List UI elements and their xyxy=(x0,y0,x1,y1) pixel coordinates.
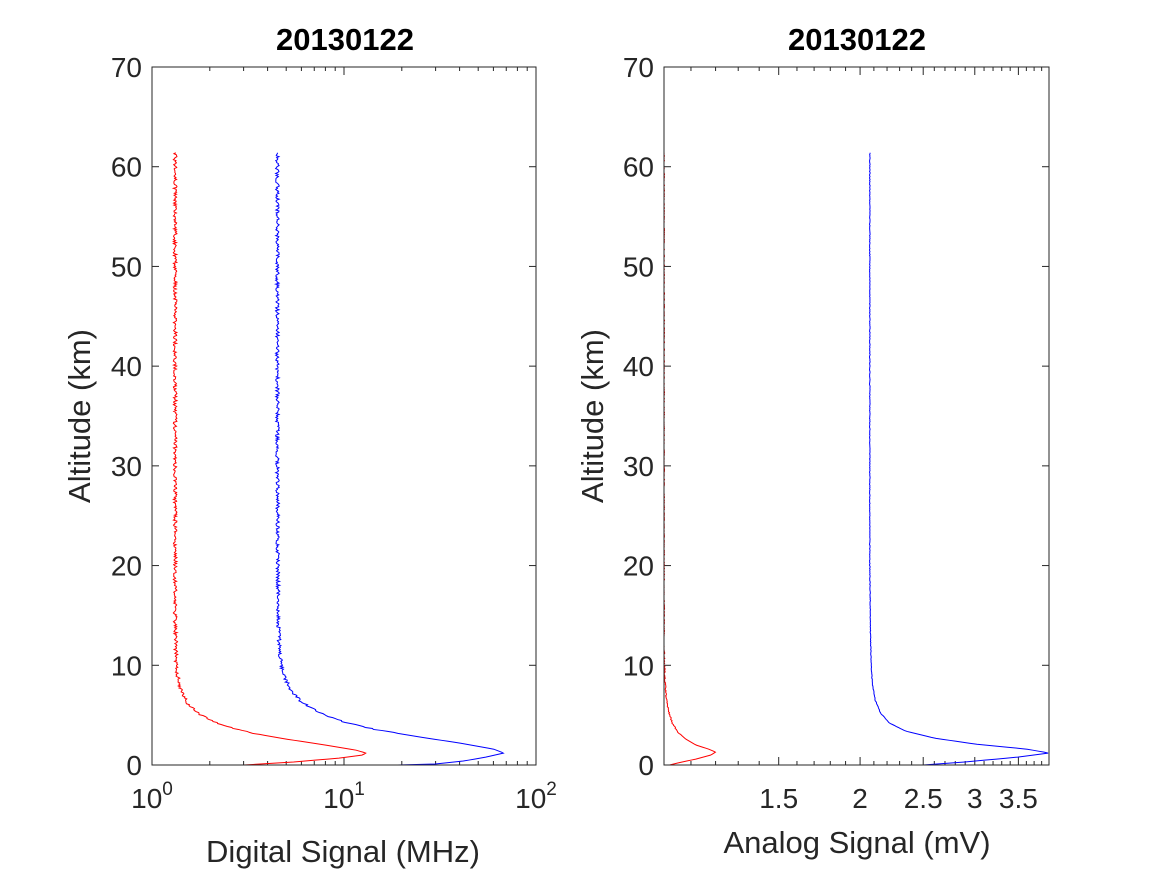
y-tick-label: 10 xyxy=(623,650,654,681)
plot-frame xyxy=(663,66,1050,766)
digital-signal-plot: 20130122 Altitude (km) Digital Signal (M… xyxy=(62,22,557,869)
y-tick-label: 10 xyxy=(111,650,142,681)
y-tick-label: 60 xyxy=(111,152,142,183)
series-line xyxy=(868,152,1049,766)
series-lines xyxy=(171,152,505,766)
x-axis-label: Digital Signal (MHz) xyxy=(206,834,480,869)
y-tick-label: 50 xyxy=(111,251,142,282)
y-tick-label: 20 xyxy=(111,551,142,582)
y-tick-label: 70 xyxy=(623,52,654,83)
y-tick-label: 40 xyxy=(111,351,142,382)
x-tick-label: 3.5 xyxy=(999,783,1038,814)
x-tick-label: 2 xyxy=(852,783,868,814)
y-tick-label: 0 xyxy=(638,750,654,781)
series-line xyxy=(663,152,717,766)
x-tick-label: 102 xyxy=(515,779,557,814)
y-tick-label: 30 xyxy=(111,451,142,482)
y-axis-label: Altitude (km) xyxy=(62,329,97,503)
x-axis-label: Analog Signal (mV) xyxy=(723,825,990,860)
analog-signal-plot: 20130122 Altitude (km) Analog Signal (mV… xyxy=(575,22,1050,860)
y-tick-label: 40 xyxy=(623,351,654,382)
x-tick-label: 3 xyxy=(967,783,983,814)
plot-title: 20130122 xyxy=(276,22,414,57)
x-tick-label: 101 xyxy=(323,779,365,814)
y-tick-label: 0 xyxy=(126,750,142,781)
y-axis-label: Altitude (km) xyxy=(575,329,610,503)
axis-ticks: 0 10 20 30 40 50 60 70 1.5 2 2.5 3 3.5 xyxy=(623,52,1049,814)
x-tick-label: 100 xyxy=(131,779,173,814)
y-tick-label: 60 xyxy=(623,152,654,183)
y-tick-label: 50 xyxy=(623,251,654,282)
x-tick-label: 2.5 xyxy=(904,783,943,814)
series-line xyxy=(274,152,505,766)
series-line xyxy=(171,152,367,766)
y-tick-label: 30 xyxy=(623,451,654,482)
plot-frame xyxy=(151,66,537,766)
y-tick-label: 20 xyxy=(623,551,654,582)
plot-title: 20130122 xyxy=(788,22,926,57)
series-lines xyxy=(663,152,1049,766)
x-tick-label: 1.5 xyxy=(759,783,798,814)
y-tick-label: 70 xyxy=(111,52,142,83)
axis-ticks: 0 10 20 30 40 50 60 70 100 101 102 xyxy=(111,52,557,814)
